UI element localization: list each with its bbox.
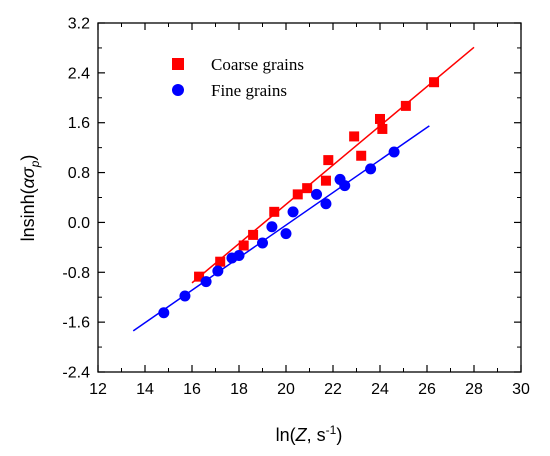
data-point-square bbox=[194, 271, 205, 282]
data-point-square bbox=[400, 100, 411, 111]
x-axis-label-close: ) bbox=[336, 425, 342, 445]
data-point-circle bbox=[365, 163, 377, 175]
data-point-square bbox=[302, 183, 313, 194]
y-axis-label-close: ) bbox=[18, 155, 38, 161]
y-tick-label: -0.8 bbox=[62, 265, 90, 282]
plot-frame bbox=[97, 22, 522, 373]
x-tick-label: 28 bbox=[465, 381, 483, 398]
data-point-circle bbox=[212, 265, 224, 277]
x-tick-label: 14 bbox=[136, 381, 154, 398]
data-point-circle bbox=[388, 146, 400, 158]
data-point-square bbox=[377, 123, 388, 134]
data-point-square bbox=[349, 131, 360, 142]
x-axis-label-base: ln( bbox=[276, 425, 296, 445]
x-tick-label: 30 bbox=[512, 381, 530, 398]
data-point-circle bbox=[257, 237, 268, 249]
x-axis-label: ln(Z, s-1) bbox=[276, 423, 343, 445]
data-point-circle bbox=[339, 180, 351, 192]
x-tick-label: 24 bbox=[371, 381, 389, 398]
y-tick-label: 0.8 bbox=[68, 165, 90, 182]
data-point-square bbox=[429, 77, 440, 88]
x-tick-label: 26 bbox=[418, 381, 436, 398]
data-point-circle bbox=[200, 276, 212, 288]
y-tick-label: 2.4 bbox=[68, 65, 90, 82]
legend-label: Coarse grains bbox=[211, 55, 304, 74]
x-tick-label: 16 bbox=[183, 381, 201, 398]
y-axis-label-base: lnsinh( bbox=[18, 188, 38, 241]
legend-marker-square bbox=[172, 58, 184, 70]
y-axis-label: lnsinh(ασp) bbox=[18, 155, 42, 242]
data-point-square bbox=[323, 155, 334, 166]
legend: Coarse grains Fine grains bbox=[172, 55, 304, 100]
y-tick-label: 1.6 bbox=[68, 115, 90, 132]
y-axis-label-sub: p bbox=[28, 160, 42, 168]
data-point-circle bbox=[287, 206, 299, 218]
data-point-square bbox=[248, 229, 259, 240]
y-tick-label: -1.6 bbox=[62, 315, 90, 332]
data-point-circle bbox=[266, 221, 278, 233]
data-point-square bbox=[238, 240, 249, 251]
data-points bbox=[158, 77, 440, 319]
data-point-circle bbox=[158, 307, 170, 319]
fit-line bbox=[132, 125, 430, 332]
x-axis-label-sup: -1 bbox=[326, 423, 337, 437]
data-point-square bbox=[269, 206, 280, 217]
x-tick-label: 12 bbox=[89, 381, 107, 398]
data-point-square bbox=[320, 175, 331, 186]
data-point-circle bbox=[179, 290, 191, 302]
x-axis-label-rest: , s bbox=[307, 425, 326, 445]
x-tick-label: 18 bbox=[230, 381, 248, 398]
y-tick-label: 3.2 bbox=[68, 16, 90, 33]
data-point-circle bbox=[311, 188, 323, 200]
data-point-circle bbox=[320, 198, 332, 210]
y-axis-label-italic: ασ bbox=[18, 166, 38, 188]
y-tick-label: -2.4 bbox=[62, 365, 90, 382]
data-point-circle bbox=[233, 249, 245, 261]
x-tick-label: 20 bbox=[277, 381, 295, 398]
data-point-circle bbox=[280, 228, 292, 240]
x-axis-label-italic: Z bbox=[295, 425, 308, 445]
data-point-square bbox=[292, 189, 303, 200]
axis-ticks: 12 14 16 18 20 22 24 26 28 30 -2.4 -1.6 -0.8 0.0 0.8 1.… bbox=[62, 16, 530, 399]
x-tick-label: 22 bbox=[324, 381, 342, 398]
y-tick-label: 0.0 bbox=[68, 215, 90, 232]
data-point-square bbox=[215, 256, 226, 267]
data-point-square bbox=[356, 150, 367, 161]
data-point-square bbox=[375, 113, 385, 124]
legend-marker-circle bbox=[172, 84, 184, 96]
legend-label: Fine grains bbox=[211, 81, 287, 100]
